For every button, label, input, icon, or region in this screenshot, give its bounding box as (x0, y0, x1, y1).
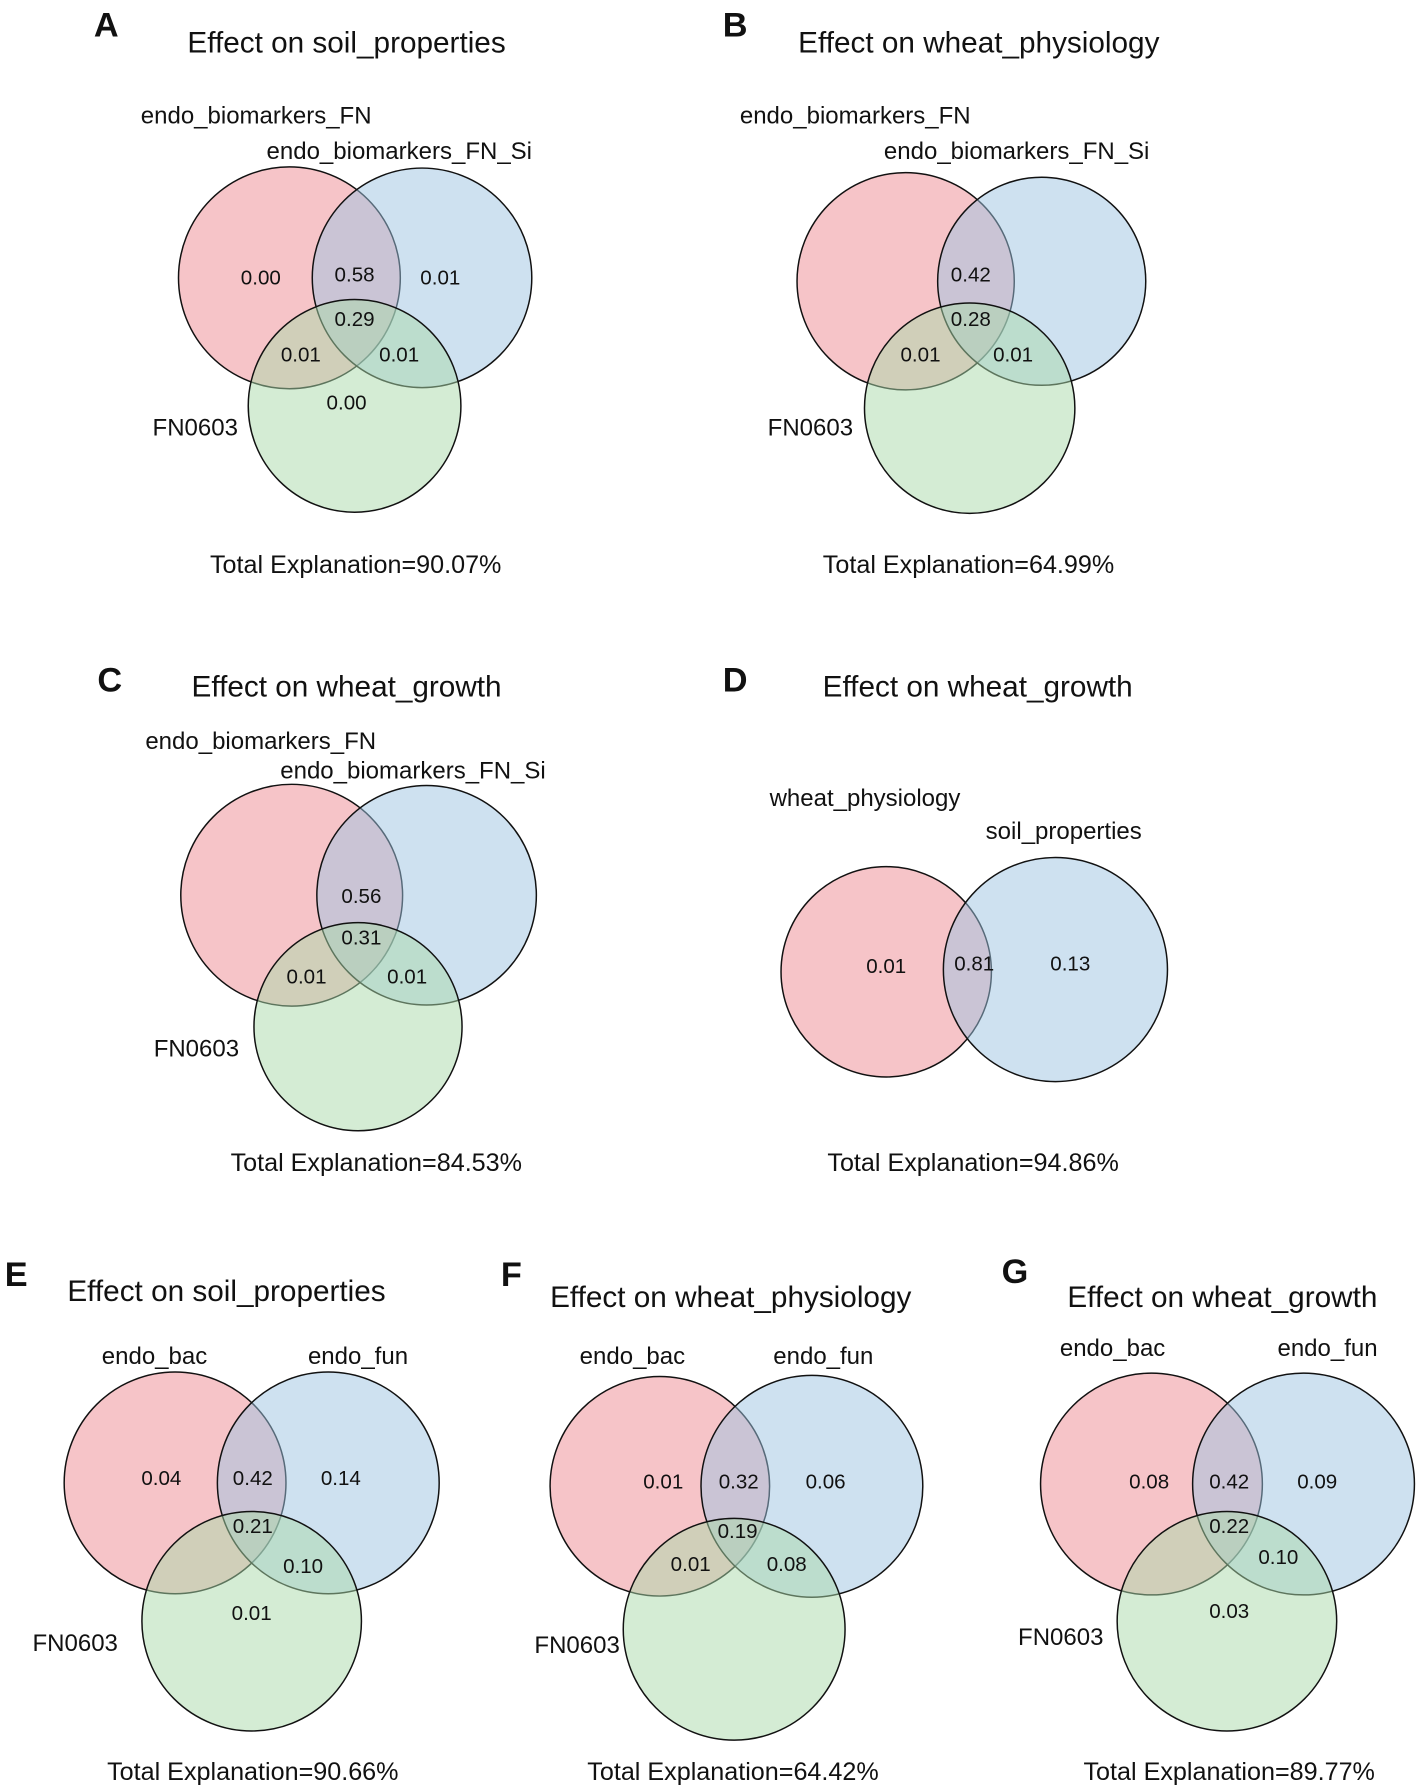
region-value-s12: 0.42 (1209, 1471, 1249, 1494)
venn-panel-b: B Effect on wheat_physiology endo_biomarke… (723, 7, 1160, 579)
venn-circle-3 (141, 1510, 363, 1732)
set-label: FN0603 (153, 415, 238, 442)
region-value-s23: 0.10 (283, 1555, 323, 1578)
total-explanation: Total Explanation=90.66% (107, 1758, 398, 1786)
total-explanation: Total Explanation=89.77% (1083, 1758, 1374, 1786)
region-value-s12: 0.56 (341, 885, 381, 908)
region-value-s123: 0.21 (233, 1515, 273, 1538)
set-label: FN0603 (1018, 1624, 1103, 1651)
set-label: endo_biomarkers_FN_Si (884, 138, 1149, 165)
region-value-only2: 0.09 (1297, 1471, 1337, 1494)
region-value-s13: 0.01 (287, 965, 327, 988)
panel-title: Effect on soil_properties (67, 1275, 385, 1308)
region-value-s23: 0.10 (1258, 1546, 1298, 1569)
set-label: endo_bac (1060, 1335, 1165, 1362)
panel-title: Effect on wheat_physiology (798, 27, 1159, 60)
panel-letter: E (5, 1256, 28, 1294)
region-value-s23: 0.01 (379, 343, 419, 366)
total-explanation: Total Explanation=90.07% (210, 551, 501, 579)
region-value-only1: 0.01 (643, 1471, 683, 1494)
set-label: endo_bac (102, 1343, 207, 1370)
set-label: endo_bac (580, 1343, 685, 1370)
set-label: FN0603 (534, 1632, 619, 1659)
set-label: endo_biomarkers_FN (141, 102, 372, 129)
panel-title: Effect on wheat_growth (1067, 1281, 1377, 1314)
set-label: FN0603 (768, 415, 853, 442)
venn-panel-d: D Effect on wheat_growth wheat_physiologys… (723, 662, 1169, 1177)
region-value-s123: 0.22 (1209, 1515, 1249, 1538)
set-label: endo_fun (1277, 1335, 1377, 1362)
region-value-s13: 0.01 (900, 343, 940, 366)
region-value-only1: 0.00 (241, 267, 281, 290)
set-label: soil_properties (986, 818, 1142, 845)
region-value-s123: 0.28 (951, 308, 991, 331)
set-label: endo_biomarkers_FN_Si (280, 758, 545, 785)
venn-panel-g: G Effect on wheat_growth endo_bac endo_fun F… (1002, 1253, 1416, 1786)
region-value-s123: 0.29 (335, 308, 375, 331)
venn-circle-2 (942, 856, 1169, 1083)
panel-letter: G (1002, 1253, 1029, 1291)
region-value-only2: 0.14 (321, 1467, 361, 1490)
region-value-s12: 0.81 (954, 953, 994, 976)
venn-panel-e: E Effect on soil_properties endo_bac endo_f… (5, 1256, 440, 1786)
region-value-only3: 0.03 (1209, 1600, 1249, 1623)
venn-panel-f: F Effect on wheat_physiology endo_bac endo_… (501, 1256, 924, 1786)
set-label: endo_fun (773, 1343, 873, 1370)
region-value-s123: 0.19 (718, 1520, 758, 1543)
set-label: wheat_physiology (769, 785, 961, 812)
panel-title: Effect on wheat_physiology (550, 1281, 911, 1314)
region-value-s12: 0.58 (335, 263, 375, 286)
set-label: endo_biomarkers_FN_Si (267, 138, 532, 165)
region-value-only1: 0.01 (866, 955, 906, 978)
venn-panel-a: A Effect on soil_properties endo_biomarker… (94, 7, 533, 579)
region-value-s123: 0.31 (341, 926, 381, 949)
region-value-s23: 0.01 (387, 965, 427, 988)
region-value-only2: 0.13 (1050, 953, 1090, 976)
panel-title: Effect on wheat_growth (823, 670, 1133, 703)
set-label: endo_biomarkers_FN (740, 102, 971, 129)
venn-circle-3 (622, 1517, 846, 1741)
set-label: FN0603 (33, 1630, 118, 1657)
panel-letter: D (723, 662, 748, 700)
set-label: endo_biomarkers_FN (145, 728, 376, 755)
venn-panel-c: C Effect on wheat_growth endo_biomarkers_F… (97, 662, 545, 1177)
region-value-s12: 0.42 (951, 263, 991, 286)
total-explanation: Total Explanation=64.99% (823, 551, 1114, 579)
venn-circle-3 (247, 298, 462, 513)
region-value-s23: 0.08 (767, 1553, 807, 1576)
region-value-s13: 0.01 (281, 343, 321, 366)
panel-letter: B (723, 7, 748, 45)
region-value-s12: 0.42 (233, 1467, 273, 1490)
venn-circle-3 (253, 921, 463, 1132)
total-explanation: Total Explanation=94.86% (827, 1149, 1118, 1177)
venn-circle-3 (1116, 1510, 1338, 1732)
panel-title: Effect on wheat_growth (192, 670, 502, 703)
total-explanation: Total Explanation=64.42% (587, 1758, 878, 1786)
panel-letter: A (94, 7, 119, 45)
panel-title: Effect on soil_properties (187, 27, 505, 60)
region-value-only3: 0.00 (327, 391, 367, 414)
region-value-only2: 0.06 (806, 1471, 846, 1494)
region-value-s12: 0.32 (719, 1471, 759, 1494)
region-value-only3: 0.01 (232, 1602, 272, 1625)
region-value-s23: 0.01 (993, 343, 1033, 366)
region-value-only1: 0.08 (1129, 1471, 1169, 1494)
panel-letter: C (97, 662, 122, 700)
venn-circle-3 (863, 302, 1076, 515)
set-label: FN0603 (154, 1035, 239, 1062)
total-explanation: Total Explanation=84.53% (231, 1149, 522, 1177)
set-label: endo_fun (308, 1343, 408, 1370)
region-value-s13: 0.01 (671, 1553, 711, 1576)
region-value-only2: 0.01 (420, 267, 460, 290)
region-value-only1: 0.04 (141, 1467, 181, 1490)
panel-letter: F (501, 1256, 522, 1294)
